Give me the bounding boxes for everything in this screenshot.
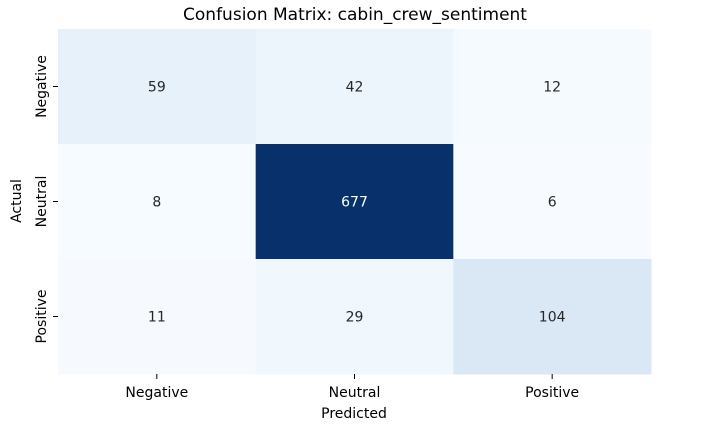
y-axis-ticks: Negative Neutral Positive [34, 55, 58, 343]
x-axis-ticks: Negative Neutral Positive [125, 374, 579, 401]
y-tick-label: Positive [34, 290, 50, 344]
heatmap-cell [255, 259, 454, 375]
heatmap-cell-value: 11 [148, 310, 166, 326]
heatmap-cell-value: 42 [346, 80, 364, 96]
heatmap-cell-value: 6 [548, 195, 557, 211]
heatmap-cell-value: 12 [543, 80, 561, 96]
heatmap-cell [453, 259, 652, 375]
x-tick-label: Neutral [329, 385, 381, 401]
heatmap-cell [453, 29, 652, 145]
heatmap-cell [58, 144, 257, 260]
heatmap-cell [255, 144, 454, 260]
chart-title: Confusion Matrix: cabin_crew_sentiment [183, 5, 527, 25]
heatmap-cell-value: 104 [539, 310, 566, 326]
heatmap-cell-value: 677 [341, 195, 368, 211]
heatmap-cell [453, 144, 652, 260]
heatmap-cell-value: 29 [346, 310, 364, 326]
x-tick-label: Positive [525, 385, 579, 401]
heatmap-cell-labels: 59 42 12 8 677 6 11 29 104 [148, 80, 566, 326]
y-tick-label: Neutral [34, 176, 50, 228]
heatmap-cell [58, 29, 257, 145]
heatmap-cell-value: 8 [152, 195, 161, 211]
y-axis-label: Actual [9, 179, 25, 223]
heatmap-cell [255, 29, 454, 145]
heatmap-cell-value: 59 [148, 80, 166, 96]
x-axis-label: Predicted [321, 406, 387, 422]
heatmap-cells [58, 29, 652, 375]
x-tick-label: Negative [125, 385, 188, 401]
heatmap-cell [58, 259, 257, 375]
y-tick-label: Negative [34, 55, 50, 118]
